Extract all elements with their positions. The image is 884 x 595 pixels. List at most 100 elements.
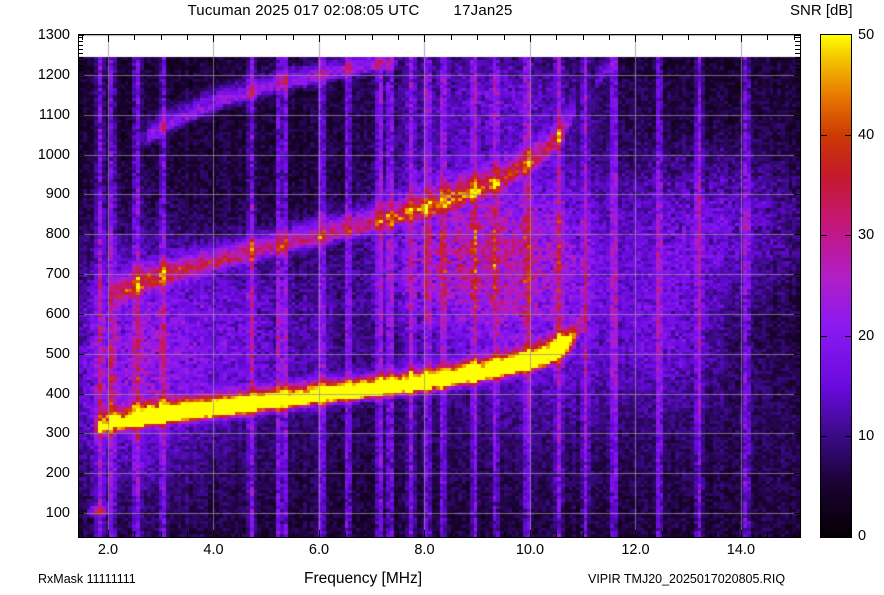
y-tick-mark [794,194,800,195]
y-tick-mark [78,433,84,434]
y-tick-mark [794,115,800,116]
colorbar-tick-mark [820,436,827,437]
x-tick-mark-bottom [794,532,795,537]
y-tick-label: 1000 [37,146,70,163]
y-tick-mark [78,513,84,514]
y-tick-mark [794,473,800,474]
x-tick-mark-bottom [266,532,267,537]
y-minor-tick-mark [795,69,800,70]
x-tick-label: 6.0 [308,542,330,558]
x-tick-mark-bottom [530,530,531,537]
y-minor-tick-mark [78,65,83,66]
x-tick-mark-top [477,35,478,40]
y-tick-label: 500 [45,345,70,362]
x-tick-label: 14.0 [726,542,756,558]
colorbar-tick-label: 30 [858,227,875,244]
y-minor-tick-mark [795,57,800,58]
y-minor-tick-mark [78,41,83,42]
y-tick-mark [78,473,84,474]
x-tick-mark-top [372,35,373,40]
x-tick-mark-top [161,35,162,40]
x-tick-mark-bottom [477,532,478,537]
x-tick-mark-top [319,35,320,42]
y-tick-mark [78,314,84,315]
y-tick-mark [78,394,84,395]
x-tick-label: 2.0 [97,542,119,558]
x-tick-mark-bottom [293,532,294,537]
colorbar [820,34,852,538]
x-tick-mark-bottom [398,532,399,537]
x-tick-mark-top [530,35,531,42]
y-tick-mark [794,314,800,315]
y-minor-tick-mark [795,49,800,50]
source-file-label: VIPIR TMJ20_2025017020805.RIQ [588,572,786,586]
colorbar-tick-label: 40 [858,127,875,144]
colorbar-tick-label: 20 [858,327,875,344]
x-tick-mark-bottom [583,532,584,537]
rxmask-label: RxMask 11111111 [38,572,136,586]
x-tick-mark-top [187,35,188,40]
y-minor-tick-mark [795,45,800,46]
x-tick-mark-bottom [213,530,214,537]
x-tick-mark-top [635,35,636,42]
y-tick-mark [794,394,800,395]
title-date: 17Jan25 [453,2,513,19]
x-tick-mark-bottom [161,532,162,537]
ionogram-heatmap [79,35,800,537]
x-tick-mark-top [108,35,109,42]
x-tick-mark-bottom [240,532,241,537]
x-tick-label: 4.0 [203,542,224,558]
y-minor-tick-mark [78,61,83,62]
y-tick-label: 100 [45,505,70,522]
y-minor-tick-mark [78,53,83,54]
x-tick-label: 12.0 [621,542,650,558]
colorbar-tick-mark [845,235,852,236]
y-minor-tick-mark [795,61,800,62]
x-tick-mark-bottom [635,530,636,537]
y-minor-tick-mark [78,37,83,38]
y-minor-tick-mark [78,57,83,58]
y-tick-label: 1200 [37,66,70,83]
x-tick-mark-bottom [715,532,716,537]
y-tick-label: 1300 [37,27,70,43]
x-tick-mark-top [398,35,399,40]
x-tick-mark-bottom [451,532,452,537]
y-minor-tick-mark [795,53,800,54]
colorbar-tick-mark [820,235,827,236]
y-tick-label: 200 [45,465,70,482]
ionogram-plot-area[interactable] [78,34,801,538]
x-tick-mark-top [767,35,768,40]
x-tick-mark-top [451,35,452,40]
y-tick-mark [794,35,800,36]
x-tick-mark-bottom [504,532,505,537]
y-tick-mark [78,35,84,36]
colorbar-tick-label: 50 [858,27,875,43]
x-tick-mark-bottom [424,530,425,537]
x-tick-mark-bottom [108,530,109,537]
y-minor-tick-mark [78,45,83,46]
x-tick-mark-top [240,35,241,40]
x-tick-mark-bottom [134,532,135,537]
colorbar-tick-mark [845,135,852,136]
y-tick-label: 1100 [38,106,70,123]
y-minor-tick-mark [795,41,800,42]
x-tick-mark-top [504,35,505,40]
x-tick-mark-top [556,35,557,40]
y-tick-mark [78,155,84,156]
x-tick-mark-bottom [556,532,557,537]
y-minor-tick-mark [795,65,800,66]
x-tick-mark-bottom [741,530,742,537]
x-axis-title: Frequency [MHz] [304,570,423,587]
x-tick-label: 8.0 [414,542,435,558]
colorbar-gradient [821,35,851,537]
colorbar-tick-mark [845,436,852,437]
x-tick-mark-top [794,35,795,40]
y-tick-mark [78,354,84,355]
y-tick-mark [794,75,800,76]
x-tick-mark-top [741,35,742,42]
y-tick-mark [794,513,800,514]
y-minor-tick-mark [795,37,800,38]
x-tick-mark-top [345,35,346,40]
x-tick-mark-bottom [82,532,83,537]
x-tick-mark-bottom [319,530,320,537]
